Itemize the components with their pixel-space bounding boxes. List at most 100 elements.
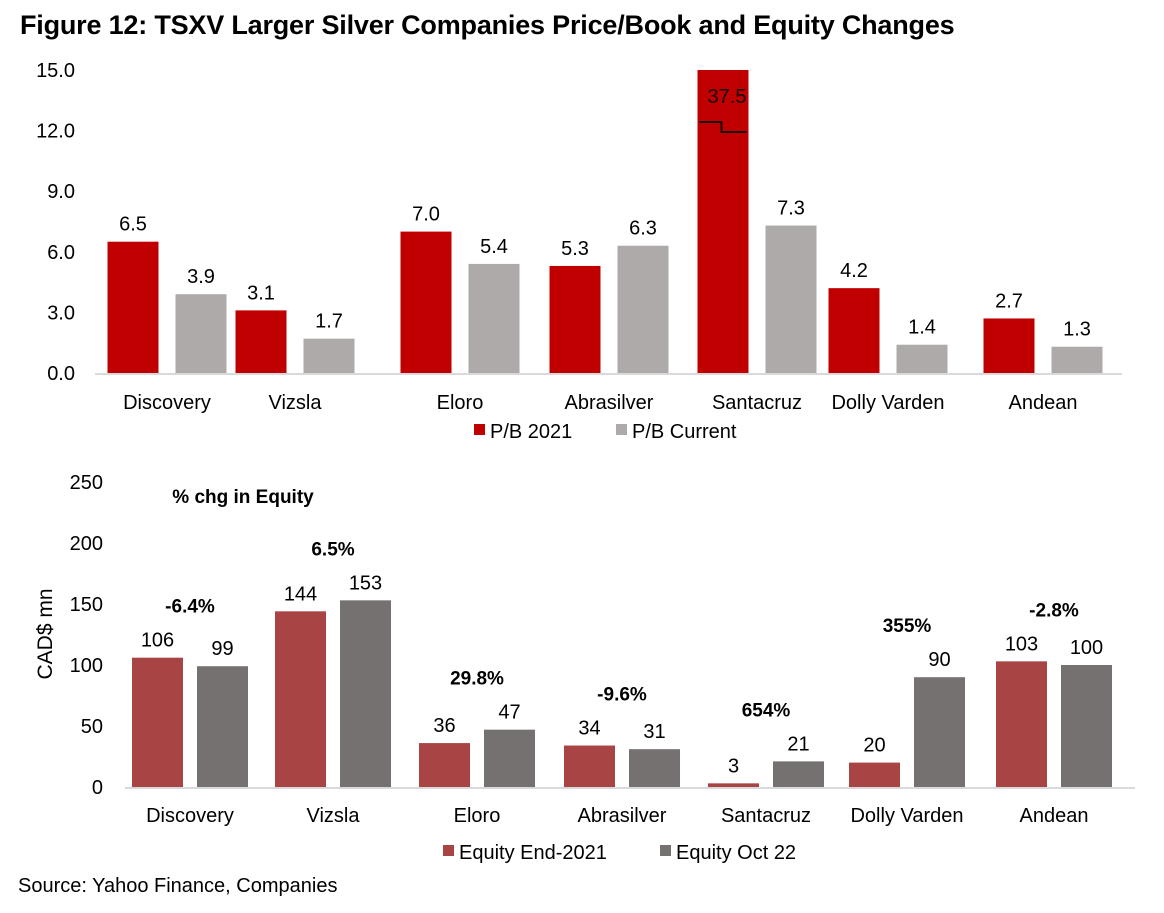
data-label: 153	[349, 572, 382, 594]
data-label: 5.3	[561, 238, 589, 260]
y-tick-label: 150	[70, 594, 103, 616]
y-tick-label: 0.0	[47, 363, 75, 385]
data-label: 36	[433, 715, 455, 737]
y-tick-label: 100	[70, 655, 103, 677]
data-label: 20	[863, 735, 885, 757]
pct-change-label: 654%	[742, 700, 791, 721]
bar-pb-2021	[983, 318, 1035, 373]
bar-equity-oct-22	[197, 666, 248, 787]
legend-label: Equity End-2021	[459, 842, 607, 864]
y-tick-label: 15.0	[36, 60, 75, 82]
bar-equity-oct-22	[1061, 665, 1112, 787]
data-label: 3.1	[247, 282, 275, 304]
data-label: 100	[1070, 637, 1103, 659]
y-tick-label: 6.0	[47, 242, 75, 264]
bar-equity-oct-22	[914, 677, 965, 787]
bar-pb-current	[303, 338, 355, 373]
data-label: 1.4	[908, 317, 936, 339]
legend-label: P/B 2021	[490, 421, 572, 443]
y-axis-title: CAD$ mn	[34, 588, 57, 679]
x-tick-label: Dolly Varden	[831, 392, 944, 414]
y-tick-label: 9.0	[47, 181, 75, 203]
pct-change-label: 29.8%	[450, 669, 504, 690]
y-tick-label: 0	[92, 777, 103, 799]
x-tick-label: Discovery	[146, 805, 234, 827]
x-tick-label: Eloro	[454, 805, 501, 827]
data-label: 6.3	[629, 218, 657, 240]
bar-pb-2021	[107, 241, 159, 373]
data-label: 7.0	[412, 204, 440, 226]
bar-pb-2021	[235, 310, 287, 373]
data-label: 21	[787, 733, 809, 755]
axis-break-marker	[699, 121, 747, 133]
bar-equity-end-2021	[275, 611, 326, 787]
source-note: Source: Yahoo Finance, Companies	[18, 875, 338, 897]
pct-change-label: -9.6%	[597, 685, 647, 706]
data-label: 6.5	[119, 214, 147, 236]
pb-chart: 0.0 3.0 6.0 9.0 12.0 15.0 6.5 3.9 Discovery 3.1 1.…	[36, 60, 1122, 443]
bar-equity-end-2021	[849, 762, 900, 787]
x-tick-label: Dolly Varden	[850, 805, 963, 827]
bar-pb-current	[175, 294, 227, 373]
x-tick-label: Abrasilver	[578, 805, 667, 827]
bar-equity-end-2021	[708, 783, 759, 787]
y-tick-label: 250	[70, 472, 103, 494]
data-label: 1.3	[1063, 319, 1091, 341]
data-label: 34	[578, 718, 600, 740]
data-label: 90	[928, 649, 950, 671]
bar-pb-2021	[549, 265, 601, 373]
bar-pb-current	[896, 344, 948, 373]
bar-pb-current	[765, 225, 817, 373]
data-label: 4.2	[840, 260, 868, 282]
x-tick-label: Andean	[1020, 805, 1089, 827]
legend-label: Equity Oct 22	[676, 842, 796, 864]
bar-equity-end-2021	[564, 745, 615, 787]
legend-label: P/B Current	[632, 421, 737, 443]
legend-swatch	[474, 424, 485, 435]
x-tick-label: Vizsla	[269, 392, 323, 414]
chart-subtitle: % chg in Equity	[172, 487, 314, 508]
bar-pb-current	[468, 263, 520, 373]
pct-change-label: -6.4%	[165, 597, 215, 618]
bar-pb-2021	[828, 288, 880, 373]
data-label: 144	[284, 583, 317, 605]
data-label: 1.7	[315, 311, 343, 333]
pct-change-label: 355%	[883, 616, 932, 637]
bar-equity-oct-22	[340, 600, 391, 787]
bar-equity-end-2021	[419, 743, 470, 787]
data-label: 103	[1005, 633, 1038, 655]
data-label: 47	[498, 702, 520, 724]
data-label: 7.3	[777, 198, 805, 220]
data-label: 2.7	[995, 290, 1023, 312]
bar-pb-2021	[697, 70, 749, 373]
legend-swatch	[443, 845, 454, 856]
x-tick-label: Santacruz	[712, 392, 802, 414]
bar-equity-oct-22	[773, 761, 824, 787]
bar-equity-end-2021	[996, 661, 1047, 787]
data-label: 3.9	[187, 266, 215, 288]
figure-title: Figure 12: TSXV Larger Silver Companies …	[20, 10, 955, 40]
bar-pb-current	[1051, 346, 1103, 373]
bar-pb-current	[617, 245, 669, 373]
legend-swatch	[616, 424, 627, 435]
data-label: 99	[211, 638, 233, 660]
data-label: 37.5	[708, 86, 747, 108]
y-tick-label: 12.0	[36, 121, 75, 143]
y-tick-label: 200	[70, 533, 103, 555]
x-tick-label: Santacruz	[721, 805, 811, 827]
x-tick-label: Discovery	[123, 392, 211, 414]
y-tick-label: 50	[81, 716, 103, 738]
x-tick-label: Eloro	[437, 392, 484, 414]
bar-pb-2021	[400, 231, 452, 373]
bar-equity-oct-22	[484, 729, 535, 787]
legend-swatch	[660, 845, 671, 856]
bar-equity-end-2021	[132, 657, 183, 787]
data-label: 5.4	[480, 236, 508, 258]
pct-change-label: 6.5%	[311, 539, 354, 560]
data-label: 3	[728, 755, 739, 777]
x-tick-label: Vizsla	[307, 805, 361, 827]
y-tick-label: 3.0	[47, 302, 75, 324]
x-tick-label: Abrasilver	[565, 392, 654, 414]
pct-change-label: -2.8%	[1029, 600, 1079, 621]
